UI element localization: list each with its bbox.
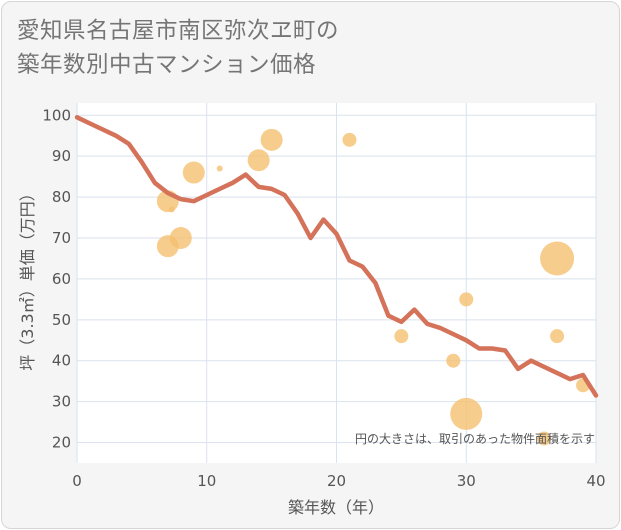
x-tick-label: 20 (327, 472, 346, 490)
bubble-size-note: 円の大きさは、取引のあった物件面積を示す (355, 431, 595, 446)
transaction-bubble (537, 431, 552, 446)
y-tick-label: 90 (52, 147, 71, 165)
transaction-bubble (247, 149, 270, 172)
y-tick-label: 20 (52, 434, 71, 452)
transaction-bubble (394, 329, 409, 344)
transaction-bubble (550, 329, 565, 344)
y-tick-label: 30 (52, 393, 71, 411)
y-tick-label: 40 (52, 352, 71, 370)
transaction-bubble (450, 397, 483, 430)
transaction-bubble (260, 128, 283, 151)
x-tick-label: 0 (72, 472, 82, 490)
transaction-bubble (446, 353, 461, 368)
y-tick-label: 80 (52, 188, 71, 206)
bubble-layer (156, 128, 591, 446)
transaction-bubble (169, 227, 192, 249)
x-tick-label: 40 (586, 472, 605, 490)
x-tick-label: 10 (197, 472, 216, 490)
transaction-bubble (342, 132, 357, 147)
price-trend-line (74, 115, 599, 398)
x-tick-label: 30 (457, 472, 476, 490)
title-line-2: 築年数別中古マンション価格 (17, 52, 317, 78)
transaction-bubble (168, 206, 175, 213)
transaction-bubble (540, 241, 575, 276)
x-tick-labels: 0 10 20 30 40 (72, 472, 605, 490)
x-axis-title: 築年数（年） (288, 498, 384, 517)
y-tick-label: 70 (52, 229, 71, 247)
transaction-bubble (216, 165, 223, 172)
y-tick-label: 60 (52, 270, 71, 288)
y-tick-labels: 20 30 40 50 60 70 80 90 100 (42, 106, 71, 451)
transaction-bubble (182, 161, 205, 184)
y-tick-label: 100 (42, 106, 71, 124)
y-tick-label: 50 (52, 311, 71, 329)
transaction-bubble (459, 292, 474, 307)
y-axis-title: 坪（3.3㎡）単価（万円） (18, 185, 37, 370)
title-line-1: 愛知県名古屋市南区弥次ヱ町の (17, 18, 340, 44)
chart-title: 愛知県名古屋市南区弥次ヱ町の 築年数別中古マンション価格 (17, 14, 339, 82)
